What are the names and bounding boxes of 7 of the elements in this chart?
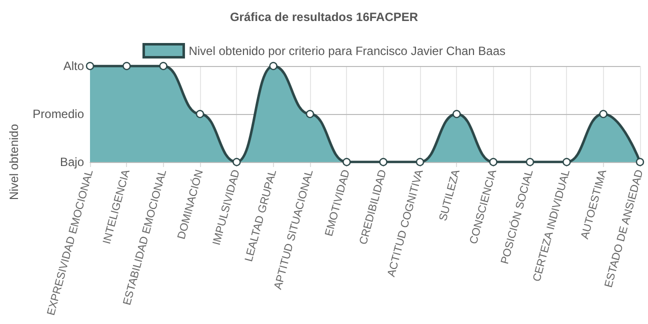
x-tick-label: LEALTAD GRUPAL: [242, 168, 280, 264]
ref-line-label: Bajo: [60, 155, 84, 169]
y-axis-title: Nivel obtenido: [7, 124, 21, 200]
legend-label: Nivel obtenido por criterio para Francisco Javier Chan Baas: [188, 44, 506, 58]
ref-line-label: Alto: [63, 59, 84, 73]
chart-title: Gráfica de resultados 16FACPER: [230, 10, 418, 24]
ref-line-label: Promedio: [32, 107, 84, 121]
